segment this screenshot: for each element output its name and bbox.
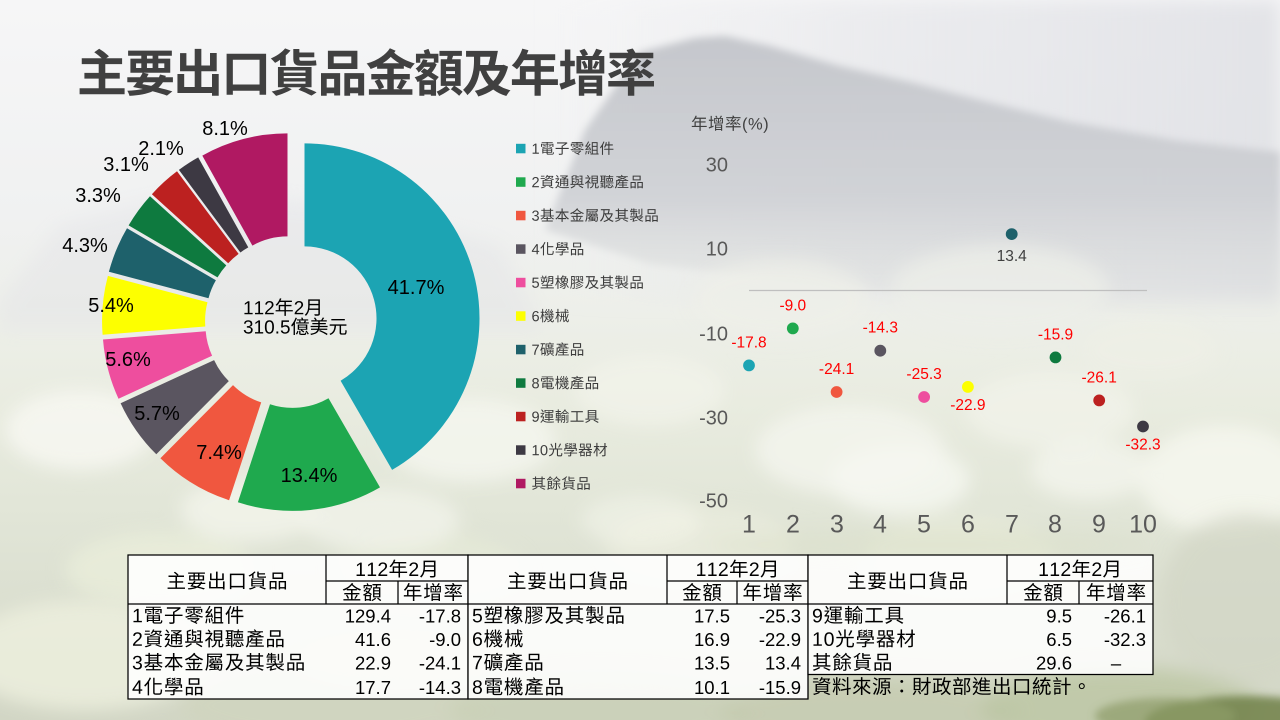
- svg-text:-24.1: -24.1: [419, 652, 461, 673]
- svg-text:-25.3: -25.3: [759, 605, 801, 626]
- svg-text:-30: -30: [699, 407, 728, 429]
- svg-text:-17.8: -17.8: [731, 334, 766, 351]
- svg-text:5.6%: 5.6%: [105, 349, 151, 371]
- svg-text:-22.9: -22.9: [759, 629, 801, 650]
- svg-text:41.6: 41.6: [355, 629, 391, 650]
- svg-text:16.9: 16.9: [694, 629, 730, 650]
- svg-text:17.7: 17.7: [355, 677, 391, 698]
- svg-text:41.7%: 41.7%: [388, 277, 445, 299]
- svg-text:5: 5: [917, 511, 931, 539]
- svg-text:-32.3: -32.3: [1104, 629, 1146, 650]
- svg-text:17.5: 17.5: [694, 605, 730, 626]
- svg-text:29.6: 29.6: [1036, 652, 1072, 673]
- svg-text:4: 4: [873, 511, 887, 539]
- svg-text:-14.3: -14.3: [419, 677, 461, 698]
- svg-text:3.1%: 3.1%: [103, 154, 149, 176]
- svg-text:-15.9: -15.9: [759, 677, 801, 698]
- svg-text:-22.9: -22.9: [950, 397, 985, 414]
- svg-text:-26.1: -26.1: [1082, 369, 1117, 386]
- svg-text:4.3%: 4.3%: [62, 235, 108, 257]
- svg-text:30: 30: [706, 154, 728, 176]
- svg-text:5.7%: 5.7%: [134, 403, 180, 425]
- svg-text:13.4: 13.4: [765, 652, 801, 673]
- svg-text:-10: -10: [699, 323, 728, 345]
- svg-text:13.4%: 13.4%: [281, 465, 338, 487]
- svg-text:-26.1: -26.1: [1104, 605, 1146, 626]
- svg-text:-50: -50: [699, 490, 728, 512]
- svg-text:7.4%: 7.4%: [196, 442, 242, 464]
- svg-text:129.4: 129.4: [345, 605, 391, 626]
- svg-text:–: –: [1111, 652, 1122, 673]
- svg-text:3: 3: [830, 511, 844, 539]
- svg-text:-9.0: -9.0: [779, 297, 806, 314]
- svg-text:6: 6: [961, 511, 975, 539]
- svg-text:10: 10: [1129, 511, 1157, 539]
- svg-text:10: 10: [706, 238, 728, 260]
- svg-text:13.5: 13.5: [694, 652, 730, 673]
- svg-text:10.1: 10.1: [694, 677, 730, 698]
- svg-text:9: 9: [1092, 511, 1106, 539]
- svg-text:2.1%: 2.1%: [138, 138, 184, 160]
- svg-text:-14.3: -14.3: [863, 320, 898, 337]
- svg-text:7: 7: [1005, 511, 1019, 539]
- svg-text:-17.8: -17.8: [419, 605, 461, 626]
- svg-text:22.9: 22.9: [355, 652, 391, 673]
- svg-text:5.4%: 5.4%: [88, 295, 134, 317]
- svg-text:6.5: 6.5: [1046, 629, 1072, 650]
- svg-text:-9.0: -9.0: [429, 629, 461, 650]
- svg-text:13.4: 13.4: [997, 248, 1028, 265]
- svg-text:1: 1: [742, 511, 756, 539]
- svg-text:-24.1: -24.1: [819, 361, 854, 378]
- svg-text:2: 2: [786, 511, 800, 539]
- svg-text:3.3%: 3.3%: [75, 185, 121, 207]
- svg-text:-25.3: -25.3: [906, 366, 941, 383]
- svg-text:8: 8: [1048, 511, 1062, 539]
- svg-text:-32.3: -32.3: [1125, 437, 1160, 454]
- svg-text:8.1%: 8.1%: [202, 118, 248, 140]
- svg-text:9.5: 9.5: [1046, 605, 1072, 626]
- svg-text:-15.9: -15.9: [1038, 326, 1073, 343]
